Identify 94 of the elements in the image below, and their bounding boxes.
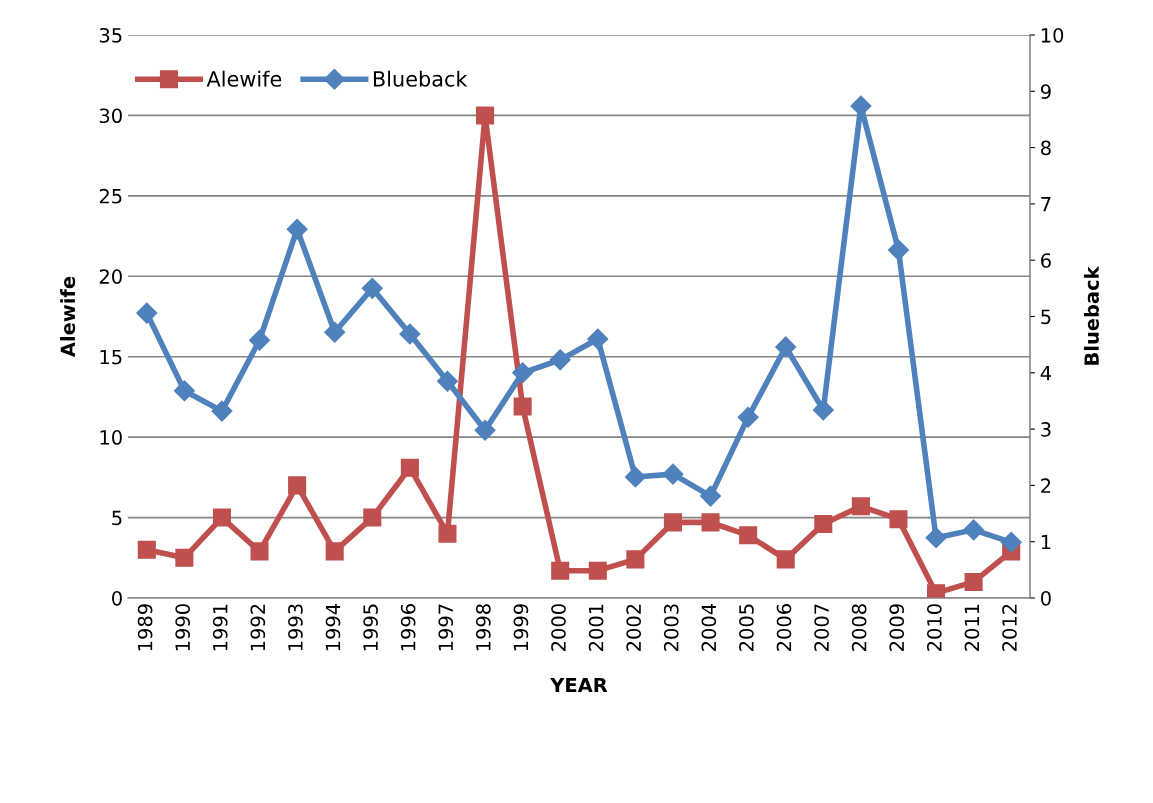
point	[288, 476, 307, 495]
point	[963, 519, 985, 541]
y2-tick-label: 3	[1041, 422, 1051, 437]
y2-tick-label: 0	[1041, 590, 1051, 606]
y-tick-label: 0	[112, 590, 122, 606]
point	[513, 397, 532, 416]
point	[626, 550, 645, 569]
x-tick-label: 2002	[626, 604, 642, 651]
x-tick-label: 2009	[889, 604, 905, 651]
x-tick-label: 2001	[588, 604, 604, 651]
point	[588, 561, 607, 580]
point	[211, 400, 233, 422]
y2-axis-title: Blueback	[1083, 266, 1099, 365]
point	[175, 548, 194, 567]
point	[137, 540, 156, 559]
point	[400, 458, 419, 477]
point	[399, 323, 421, 345]
point	[739, 526, 758, 545]
y2-tick-label: 10	[1041, 27, 1064, 43]
x-tick-label: 2004	[701, 603, 717, 651]
point	[512, 362, 534, 384]
y-tick-label: 25	[99, 188, 122, 204]
y-axis-title: Alewife	[60, 276, 76, 357]
y-tick-label: 30	[99, 108, 122, 124]
point	[324, 321, 346, 343]
x-tick-label: 2005	[739, 604, 754, 651]
x-tick-label: 1995	[363, 604, 378, 651]
point	[701, 513, 720, 532]
point	[250, 542, 269, 561]
point	[173, 380, 195, 402]
x-tick-label: 1997	[438, 604, 454, 651]
x-tick-label: 1990	[175, 604, 191, 651]
point	[889, 510, 908, 529]
x-tick-label: 2012	[1002, 604, 1017, 651]
x-axis-title: YEAR	[550, 677, 608, 693]
point	[212, 508, 231, 527]
point	[1000, 531, 1022, 553]
y2-tick-label: 9	[1040, 84, 1051, 99]
y-tick-label: 5	[112, 510, 122, 526]
point	[737, 406, 759, 428]
point	[964, 572, 983, 591]
y2-tick-label: 6	[1041, 253, 1051, 268]
x-tick-label: 2008	[851, 604, 867, 651]
y-tick-label: 10	[100, 430, 122, 445]
x-tick-label: 1991	[212, 604, 228, 651]
x-tick-label: 1998	[475, 604, 491, 651]
point	[436, 370, 458, 392]
x-tick-label: 2006	[776, 604, 792, 651]
point	[551, 561, 570, 580]
x-tick-label: 2011	[964, 604, 980, 651]
x-tick-label: 1993	[288, 604, 303, 651]
point	[851, 497, 870, 516]
point	[363, 508, 382, 527]
y2-tick-label: 7	[1041, 197, 1051, 212]
point	[887, 239, 909, 261]
y2-tick-label: 5	[1041, 309, 1051, 325]
point	[361, 277, 383, 299]
y2-tick-label: 2	[1041, 478, 1051, 493]
x-tick-label: 2007	[814, 604, 829, 651]
point	[476, 106, 495, 125]
point	[249, 329, 271, 351]
x-tick-label: 1996	[400, 604, 416, 651]
x-tick-label: 2003	[663, 604, 679, 651]
point	[812, 399, 834, 421]
point	[136, 302, 158, 324]
point	[587, 328, 609, 350]
point	[438, 524, 457, 543]
x-tick-label: 1992	[250, 604, 266, 651]
legend-label: Blueback	[373, 70, 468, 87]
point	[549, 349, 571, 371]
legend-label: Alewife	[206, 70, 282, 87]
y-tick-label: 15	[100, 349, 122, 365]
point	[776, 550, 795, 569]
point	[814, 514, 833, 534]
y2-tick-label: 4	[1040, 366, 1051, 381]
point	[325, 542, 344, 561]
point	[775, 336, 797, 358]
x-tick-label: 1999	[513, 604, 529, 651]
point	[700, 485, 722, 507]
x-tick-label: 1994	[325, 603, 341, 651]
point	[663, 513, 682, 532]
point	[624, 466, 646, 488]
point	[662, 463, 684, 485]
y2-tick-label: 1	[1041, 534, 1051, 550]
point	[925, 527, 947, 549]
x-tick-label: 2000	[551, 604, 566, 651]
x-tick-label: 1989	[137, 604, 153, 651]
point	[850, 95, 872, 117]
point	[474, 419, 496, 441]
y-tick-label: 35	[99, 27, 122, 43]
y2-tick-label: 8	[1041, 140, 1051, 156]
point	[286, 218, 308, 240]
y-tick-label: 20	[99, 269, 122, 284]
x-tick-label: 2010	[926, 604, 942, 651]
